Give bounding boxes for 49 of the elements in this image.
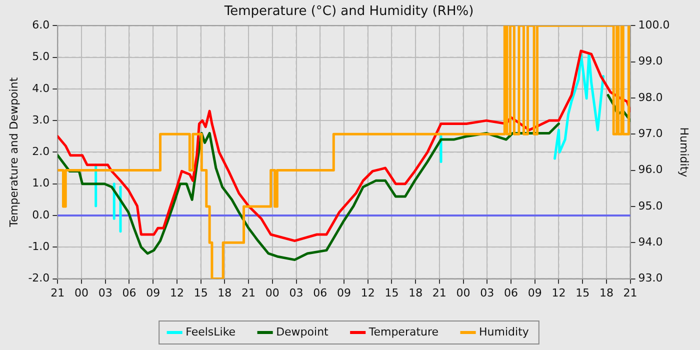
- x-tick-label: 03: [289, 286, 304, 300]
- x-tick-label: 09: [336, 286, 351, 300]
- x-tick-label: 09: [528, 286, 542, 300]
- legend-label: FeelsLike: [186, 325, 236, 338]
- legend-label: Dewpoint: [276, 325, 330, 338]
- x-tick-label: 00: [74, 286, 89, 300]
- y2-axis-title: Humidity: [678, 127, 691, 178]
- x-tick-label: 15: [194, 286, 208, 300]
- x-tick-label: 12: [552, 286, 566, 300]
- x-tick-label: 21: [50, 286, 65, 300]
- x-tick-label: 15: [576, 286, 590, 300]
- y2-tick-label: 97.0: [638, 126, 663, 140]
- x-tick-label: 00: [456, 286, 470, 300]
- y-tick-label: 4.0: [32, 82, 50, 95]
- legend-label: Temperature: [368, 325, 439, 338]
- x-tick-label: 18: [599, 286, 614, 300]
- x-tick-label: 18: [408, 286, 423, 300]
- legend-label: Humidity: [479, 325, 530, 338]
- x-tick-label: 12: [170, 286, 184, 300]
- x-tick-label: 21: [432, 286, 446, 300]
- y-tick-label: 0.0: [32, 208, 50, 222]
- x-tick-label: 03: [98, 286, 112, 300]
- y-tick-label: 5.0: [32, 50, 50, 64]
- x-tick-label: 00: [265, 286, 280, 300]
- y-tick-label: 6.0: [32, 18, 50, 32]
- y-tick-label: -2.0: [28, 272, 50, 285]
- y2-tick-label: 99.0: [638, 54, 663, 68]
- y2-tick-label: 100.0: [638, 18, 670, 32]
- y2-tick-label: 96.0: [638, 163, 663, 176]
- y2-tick-label: 93.0: [638, 272, 663, 285]
- x-tick-label: 06: [122, 286, 136, 300]
- y2-tick-label: 95.0: [638, 199, 663, 212]
- y2-tick-label: 94.0: [638, 235, 663, 248]
- chart-title: Temperature (°C) and Humidity (RH%): [223, 4, 474, 20]
- x-tick-label: 21: [623, 286, 638, 300]
- x-tick-label: 06: [504, 286, 518, 300]
- x-tick-label: 03: [480, 286, 494, 300]
- x-tick-label: 21: [242, 286, 256, 300]
- x-tick-label: 09: [146, 286, 160, 300]
- y-tick-label: 3.0: [32, 113, 50, 126]
- x-tick-label: 06: [313, 286, 328, 300]
- y-axis-title: Temperature and Dewpoint: [7, 76, 20, 228]
- x-tick-label: 12: [360, 286, 375, 300]
- x-tick-label: 15: [384, 286, 399, 300]
- y-tick-label: -1.0: [28, 240, 50, 254]
- y-tick-label: 2.0: [32, 145, 50, 158]
- y-tick-label: 1.0: [32, 176, 50, 190]
- y2-tick-label: 98.0: [638, 90, 663, 104]
- x-tick-label: 18: [218, 286, 232, 300]
